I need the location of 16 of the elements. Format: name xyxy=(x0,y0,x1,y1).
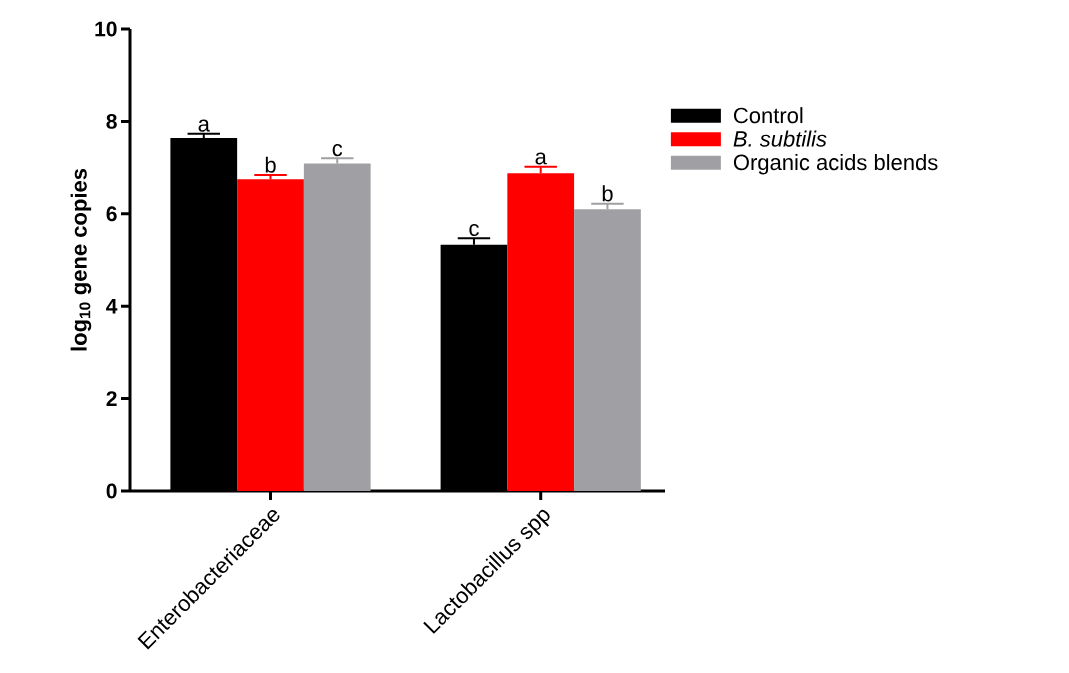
y-tick-label: 10 xyxy=(95,21,117,37)
legend-label: Control xyxy=(734,107,803,124)
annotation: a xyxy=(198,119,210,132)
y-tick-label: 6 xyxy=(106,206,117,222)
y-tick-label: 4 xyxy=(106,298,118,314)
legend-label: B. subtilis xyxy=(733,130,827,147)
annotation: c xyxy=(469,224,479,237)
y-tick-label: 2 xyxy=(106,391,117,406)
y-axis-title: log$_{10}$ gene copies xyxy=(70,168,92,351)
legend-label: Organic acids blends xyxy=(733,153,938,175)
y-tick-label: 8 xyxy=(106,113,117,129)
annotation: c xyxy=(332,144,343,157)
annotation: a xyxy=(535,152,547,165)
annotation: b xyxy=(265,156,276,173)
annotation: b xyxy=(602,185,613,202)
y-tick-label: 0 xyxy=(106,483,117,499)
